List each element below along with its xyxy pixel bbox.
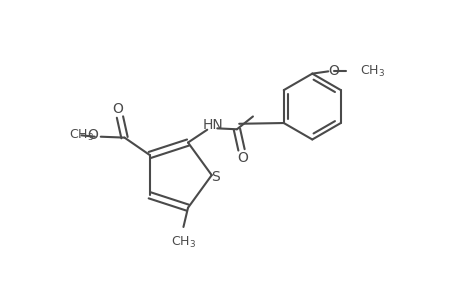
Text: O: O bbox=[112, 102, 123, 116]
Text: O: O bbox=[328, 64, 338, 78]
Text: CH$_3$: CH$_3$ bbox=[359, 64, 385, 79]
Text: CH$_3$: CH$_3$ bbox=[170, 235, 196, 250]
Text: HN: HN bbox=[202, 118, 223, 132]
Text: O: O bbox=[236, 151, 247, 165]
Text: CH$_3$: CH$_3$ bbox=[68, 128, 94, 143]
Text: O: O bbox=[87, 128, 98, 142]
Text: S: S bbox=[211, 169, 219, 184]
